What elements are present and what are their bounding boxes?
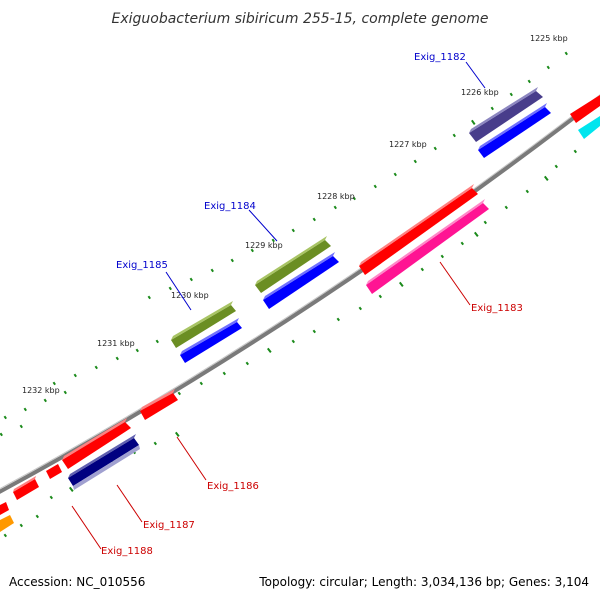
gene-block-left-orange[interactable] xyxy=(0,515,14,532)
gene-block-exig-1184[interactable] xyxy=(255,236,331,293)
gene-block-exig-1182-blue[interactable] xyxy=(478,103,551,158)
ruler-label-1229: 1229 kbp xyxy=(245,241,283,250)
leader-lines xyxy=(71,61,486,550)
gene-label-exig-1184[interactable]: Exig_1184 xyxy=(204,201,256,212)
gene-block-exig-1187-red[interactable] xyxy=(62,418,131,469)
ruler-label-1230: 1230 kbp xyxy=(171,291,209,300)
ruler-label-1227: 1227 kbp xyxy=(389,140,427,149)
ruler-label-1226: 1226 kbp xyxy=(461,88,499,97)
ruler-label-1231: 1231 kbp xyxy=(97,339,135,348)
accession-text: Accession: NC_010556 xyxy=(9,575,145,589)
gene-block-right-red[interactable] xyxy=(570,95,600,123)
gene-label-exig-1185[interactable]: Exig_1185 xyxy=(116,260,168,271)
gene-block-exig-1184-blue[interactable] xyxy=(263,252,339,309)
gene-block-exig-1188-small[interactable] xyxy=(46,464,62,479)
gene-block-exig-1185-blue[interactable] xyxy=(180,318,242,363)
gene-block-exig-1188[interactable] xyxy=(13,476,39,500)
map-title: Exiguobacterium sibiricum 255-15, comple… xyxy=(111,11,488,27)
ruler-label-1225: 1225 kbp xyxy=(530,34,568,43)
gene-label-exig-1182[interactable]: Exig_1182 xyxy=(414,52,466,63)
genome-backbone xyxy=(0,95,600,494)
gene-block-right-cyan[interactable] xyxy=(578,116,600,139)
gene-block-exig-1183[interactable] xyxy=(366,199,489,294)
gene-block-exig-1183-red[interactable] xyxy=(359,184,478,275)
genome-backbone-highlight xyxy=(0,94,600,490)
gene-label-exig-1188[interactable]: Exig_1188 xyxy=(101,546,153,557)
genome-summary-text: Topology: circular; Length: 3,034,136 bp… xyxy=(258,575,589,589)
gene-block-left-red[interactable] xyxy=(0,502,9,515)
gene-block-exig-1186[interactable] xyxy=(140,389,178,420)
ruler-label-1232: 1232 kbp xyxy=(22,386,60,395)
gene-block-exig-1187[interactable] xyxy=(68,434,140,490)
gene-label-exig-1183[interactable]: Exig_1183 xyxy=(471,303,523,314)
gene-label-exig-1186[interactable]: Exig_1186 xyxy=(207,481,259,492)
outer-ruler xyxy=(0,51,568,437)
ruler-labels: 1225 kbp 1226 kbp 1227 kbp 1228 kbp 1229… xyxy=(22,34,568,395)
ruler-label-1228: 1228 kbp xyxy=(317,192,355,201)
gene-label-exig-1187[interactable]: Exig_1187 xyxy=(143,520,195,531)
gene-labels: Exig_1182 Exig_1184 Exig_1185 Exig_1183 … xyxy=(101,52,523,557)
gene-block-exig-1185[interactable] xyxy=(171,301,236,348)
gene-block-exig-1182[interactable] xyxy=(469,87,543,142)
